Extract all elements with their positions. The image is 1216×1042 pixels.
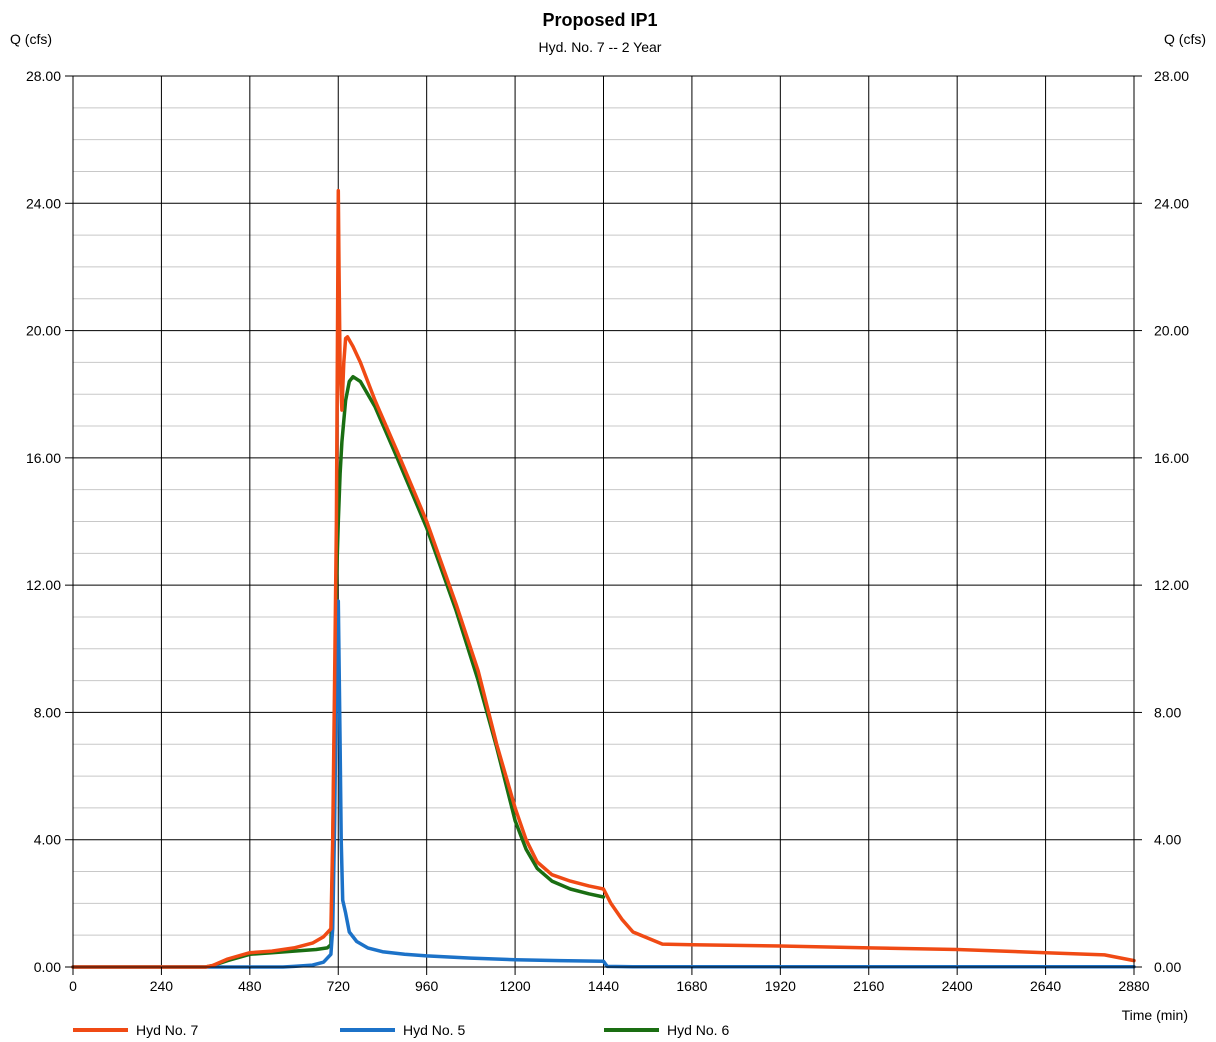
- x-tick-label: 0: [69, 978, 77, 994]
- y-tick-label: 28.00: [26, 68, 61, 84]
- x-tick-label: 2880: [1118, 978, 1149, 994]
- x-tick-label: 1200: [500, 978, 531, 994]
- x-axis-label: Time (min): [1122, 1007, 1188, 1023]
- y-tick-label: 12.00: [26, 577, 61, 593]
- y-tick-label: 0.00: [34, 959, 61, 975]
- legend: Hyd No. 7 Hyd No. 5 Hyd No. 6: [73, 1022, 729, 1038]
- x-tick-label: 1680: [676, 978, 707, 994]
- x-tick-label: 1440: [588, 978, 619, 994]
- y-tick-label-right: 8.00: [1154, 704, 1181, 720]
- y-tick-label: 24.00: [26, 195, 61, 211]
- y-tick-label: 4.00: [34, 832, 61, 848]
- series-line-hyd-no-7: [71, 188, 1136, 969]
- axes: 0.00 0.00 4.00 4.00 8.00 8.00 12.00 12.00 16.00 1…: [26, 68, 1189, 994]
- legend-label: Hyd No. 7: [136, 1022, 198, 1038]
- y-axis-label-right: Q (cfs): [1164, 31, 1206, 47]
- y-tick-label-right: 20.00: [1154, 323, 1189, 339]
- y-tick-label-right: 0.00: [1154, 959, 1181, 975]
- x-tick-label: 2160: [853, 978, 884, 994]
- chart-title: Proposed IP1: [542, 10, 657, 30]
- y-tick-label-right: 16.00: [1154, 450, 1189, 466]
- y-tick-label-right: 28.00: [1154, 68, 1189, 84]
- x-tick-label: 240: [150, 978, 174, 994]
- x-tick-label: 2400: [942, 978, 973, 994]
- x-tick-label: 2640: [1030, 978, 1061, 994]
- grid: [72, 75, 1135, 968]
- y-tick-label-right: 12.00: [1154, 577, 1189, 593]
- plot-frame: [72, 75, 1135, 968]
- y-tick-label-right: 4.00: [1154, 832, 1181, 848]
- x-tick-label: 720: [327, 978, 351, 994]
- series-line-hyd-no-6: [71, 374, 606, 969]
- legend-label: Hyd No. 5: [403, 1022, 465, 1038]
- y-tick-label: 8.00: [34, 704, 61, 720]
- chart-subtitle: Hyd. No. 7 -- 2 Year: [539, 39, 662, 55]
- y-axis-label-left: Q (cfs): [10, 31, 52, 47]
- x-tick-label: 480: [238, 978, 262, 994]
- y-tick-label-right: 24.00: [1154, 195, 1189, 211]
- y-tick-label: 20.00: [26, 323, 61, 339]
- y-tick-label: 16.00: [26, 450, 61, 466]
- x-tick-label: 960: [415, 978, 439, 994]
- x-tick-label: 1920: [765, 978, 796, 994]
- legend-label: Hyd No. 6: [667, 1022, 729, 1038]
